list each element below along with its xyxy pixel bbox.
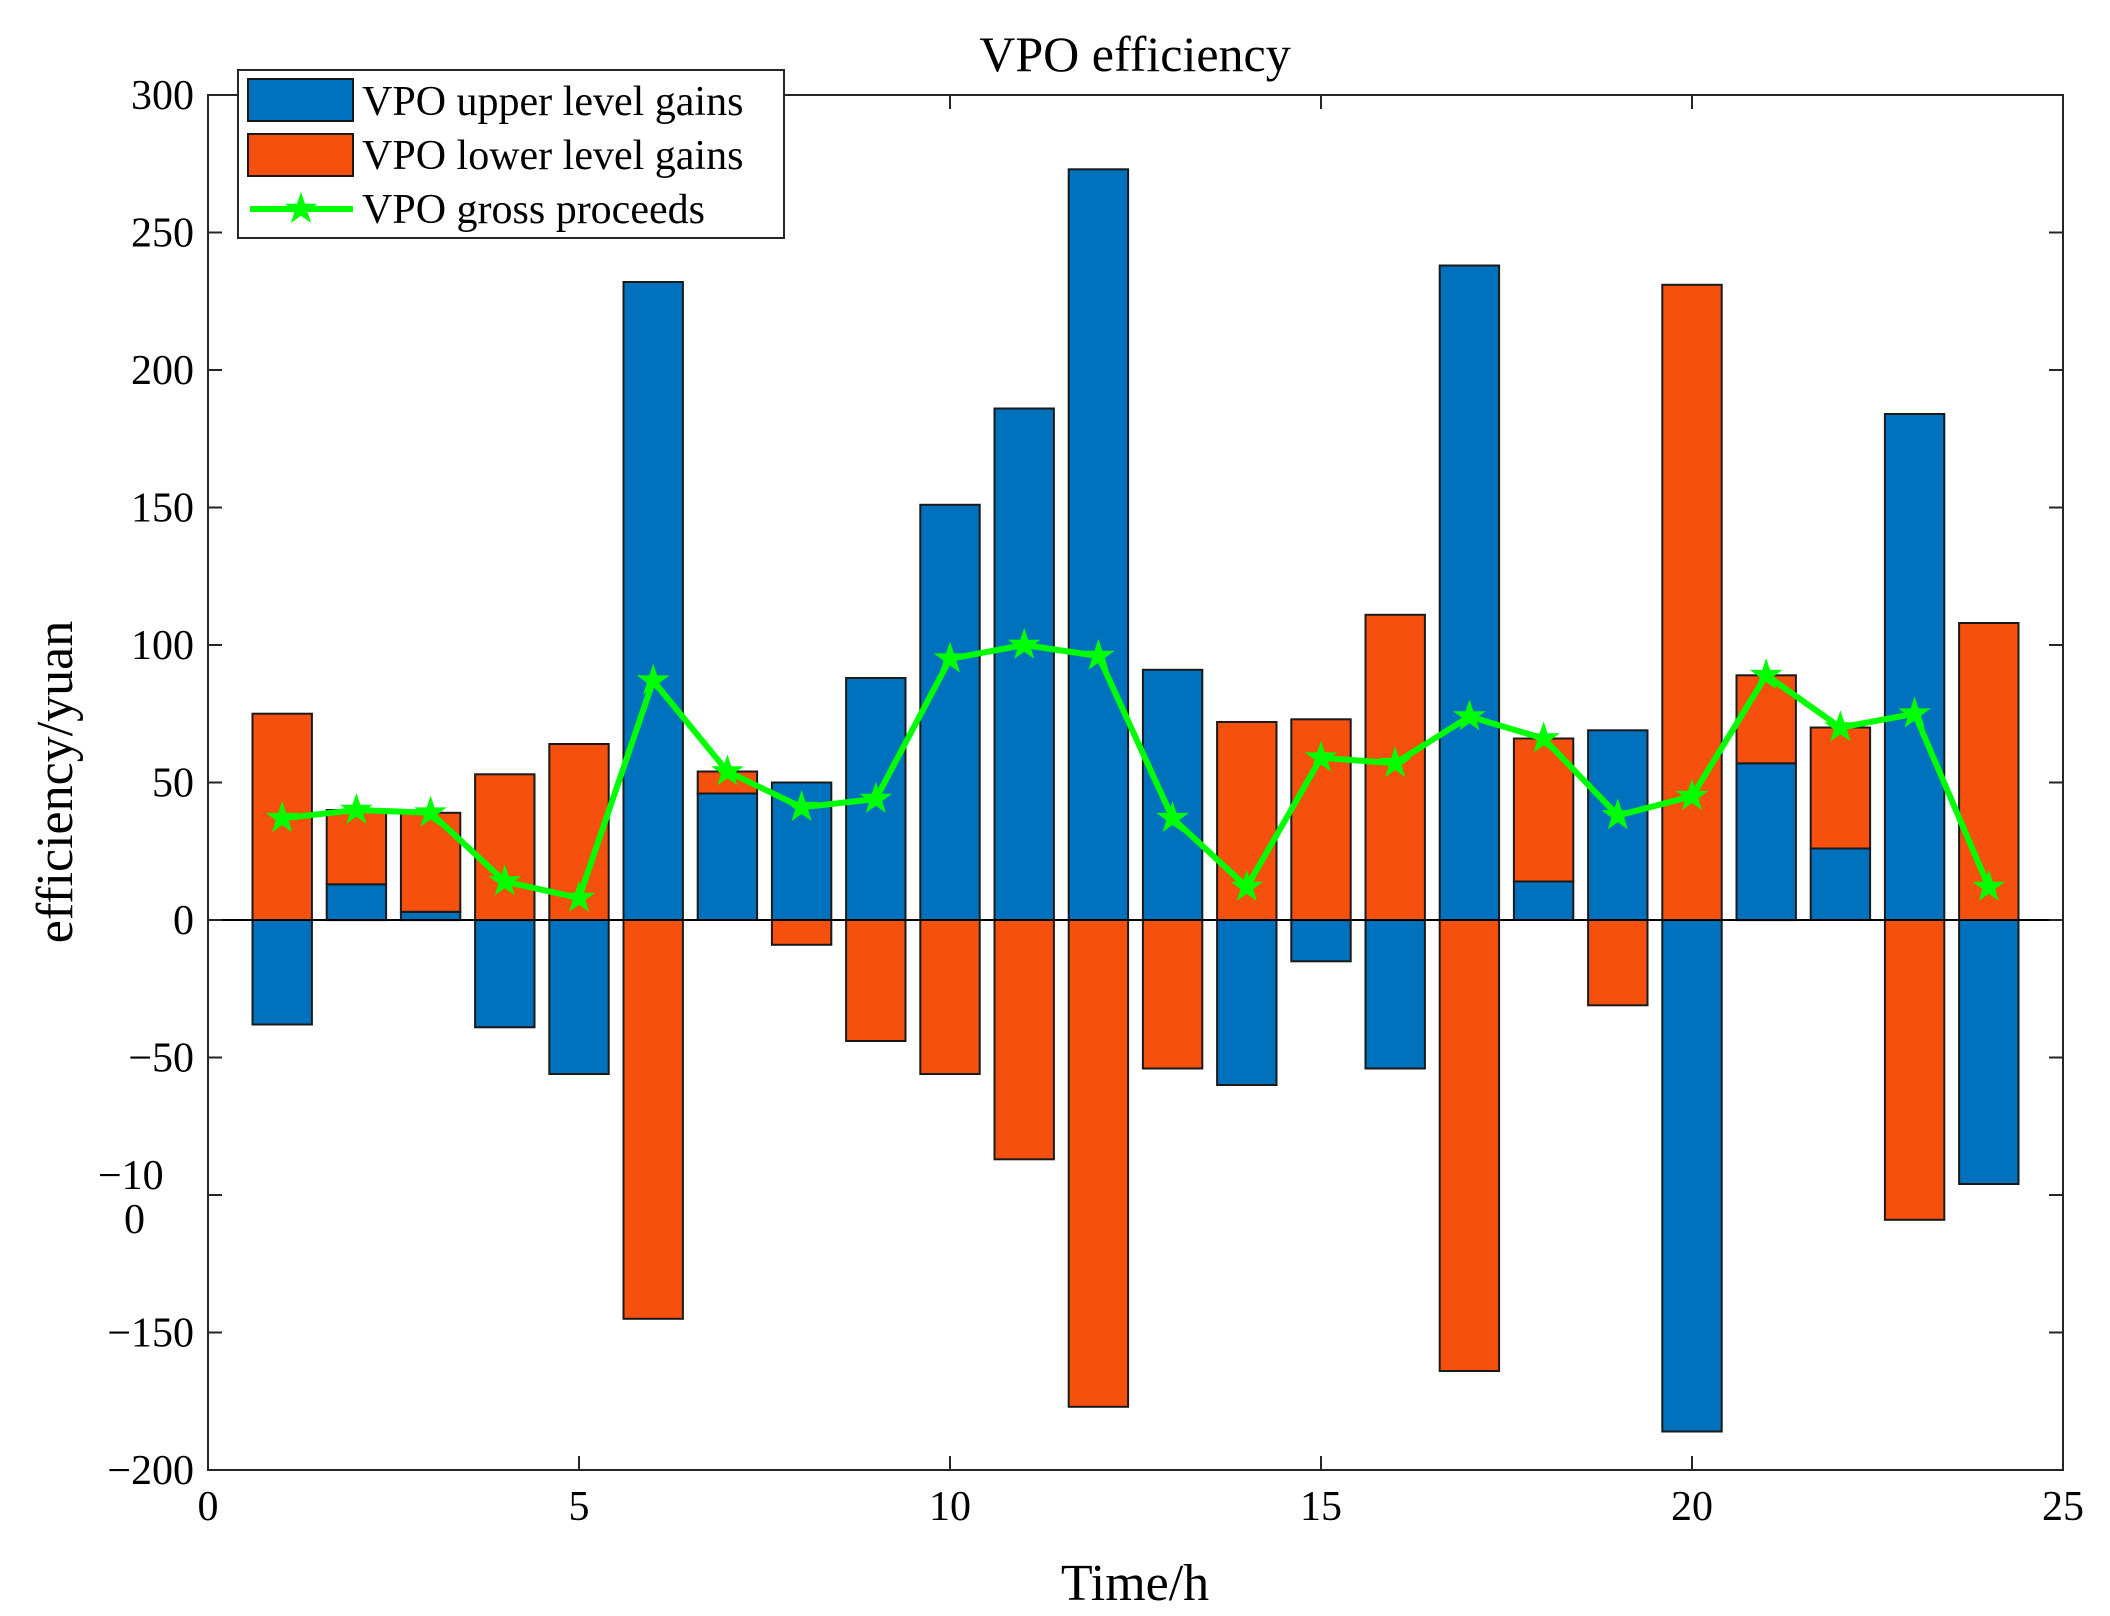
gross-proceeds-marker-19 [1601,798,1635,830]
y-tick-label: 200 [131,348,194,394]
bar-upper-4 [474,919,536,1029]
legend: VPO upper level gains VPO lower level ga… [237,69,785,239]
gross-proceeds-marker-6 [636,663,670,695]
bar-upper-3 [399,910,462,922]
bar-upper-11 [993,407,1055,921]
bar-upper-2 [325,883,388,922]
gross-proceeds-marker-11 [1007,627,1041,659]
chart-title: VPO efficiency [979,26,1290,82]
bar-upper-15 [1290,919,1352,963]
gross-proceeds-marker-15 [1304,740,1338,772]
x-tick-label: 10 [929,1484,971,1530]
gross-proceeds-marker-14 [1230,869,1264,901]
bar-upper-22 [1809,847,1872,921]
gross-proceeds-marker-22 [1824,710,1857,742]
bar-lower-6 [622,919,684,1320]
bar-upper-23 [1883,413,1946,921]
legend-swatch-lower [247,133,354,177]
x-tick-label: 20 [1671,1484,1713,1530]
bar-lower-23 [1883,919,1946,1221]
gross-proceeds-marker-7 [711,754,744,786]
y-tick-label: 0 [173,898,194,944]
gross-proceeds-marker-23 [1898,696,1931,728]
legend-swatch-upper [247,78,354,122]
bar-lower-8 [770,919,833,946]
bar-lower-9 [845,919,907,1042]
gross-proceeds-marker-21 [1749,658,1783,690]
bar-lower-2 [325,809,388,886]
bar-lower-11 [993,919,1055,1161]
bar-lower-19 [1587,919,1649,1007]
bar-upper-16 [1364,919,1426,1070]
bar-lower-12 [1067,919,1130,1408]
bar-upper-13 [1141,668,1204,922]
bar-lower-17 [1438,919,1501,1372]
gross-proceeds-marker-2 [340,792,373,824]
x-axis-label: Time/h [1061,1555,1209,1612]
gross-proceeds-line-layer [265,627,2006,912]
bar-upper-12 [1067,168,1130,922]
y-tick-label: −150 [107,1311,194,1357]
gross-proceeds-marker-17 [1453,699,1486,731]
gross-proceeds-marker-12 [1082,638,1115,670]
gross-proceeds-marker-3 [414,795,447,827]
y-tick-label: 150 [131,486,194,532]
bar-lower-20 [1661,283,1723,922]
gross-proceeds-marker-4 [488,864,522,896]
bar-lower-3 [399,811,462,913]
legend-label-lower: VPO lower level gains [362,133,743,179]
y-axis-label: efficiency/yuan [27,621,84,943]
x-tick-label: 0 [198,1484,219,1530]
bars-layer [251,168,2020,1433]
y-tick-label: 300 [131,73,194,119]
gross-proceeds-marker-10 [933,641,967,673]
bar-lower-10 [919,919,981,1075]
bar-lower-4 [474,773,536,922]
legend-star-marker [284,191,318,223]
bar-upper-14 [1216,919,1278,1086]
bar-upper-6 [622,281,684,921]
tick-labels: 0 5 10 15 20 25 300 250 200 150 100 50 0 −50 −10 0 −150 −… [98,73,2084,1530]
y-tick-label: −50 [128,1036,194,1082]
bar-upper-18 [1512,880,1575,921]
gross-proceeds-marker-8 [785,790,818,822]
gross-proceeds-marker-18 [1527,721,1560,753]
gross-proceeds-marker-24 [1972,869,2006,901]
gross-proceeds-marker-1 [265,801,299,833]
bar-upper-21 [1735,762,1797,922]
bar-upper-1 [251,919,313,1026]
gross-proceeds-marker-16 [1378,746,1412,778]
bar-upper-19 [1587,729,1649,922]
y-tick-label: 50 [152,761,194,807]
bar-lower-13 [1141,919,1204,1070]
gross-proceeds-marker-20 [1675,779,1709,811]
legend-label-upper: VPO upper level gains [362,79,743,125]
gross-proceeds-marker-9 [859,781,893,813]
x-tick-label: 15 [1300,1484,1342,1530]
gross-proceeds-marker-13 [1156,801,1189,833]
y-tick-label: 100 [131,623,194,669]
x-tick-label: 5 [569,1484,590,1530]
x-tick-label: 25 [2042,1484,2084,1530]
bar-upper-17 [1438,264,1501,921]
y-tick-label: −200 [107,1448,194,1494]
bar-upper-7 [696,792,759,921]
bar-upper-10 [919,503,981,921]
y-tick-label: 250 [131,211,194,257]
bar-lower-22 [1809,726,1872,850]
gross-proceeds-marker-5 [562,880,596,912]
bar-upper-20 [1661,919,1723,1433]
bar-lower-14 [1216,721,1278,921]
bar-upper-24 [1958,919,2020,1185]
bar-upper-5 [548,919,610,1075]
y-tick-label: −10 0 [98,1153,164,1243]
legend-label-gross: VPO gross proceeds [362,187,705,233]
